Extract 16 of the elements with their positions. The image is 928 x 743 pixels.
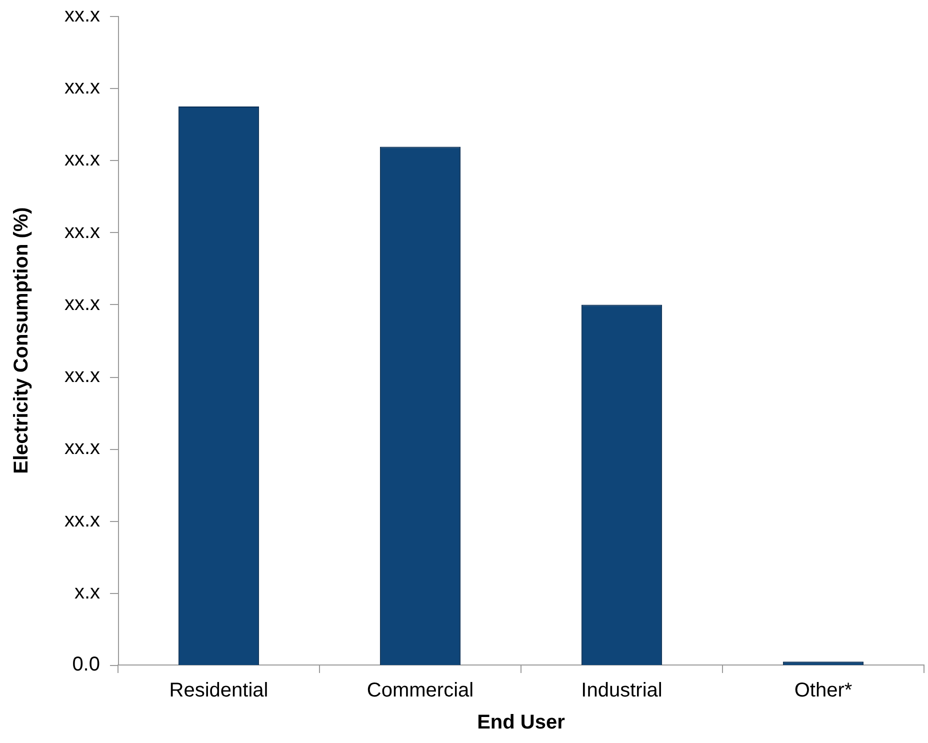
text: xx.x [64, 292, 100, 315]
text: xx.x [64, 4, 100, 27]
x-tick-label: Industrial [581, 680, 662, 702]
text: xx.x [64, 365, 100, 388]
text: 0.0 [72, 654, 100, 676]
x-tick-label: Other* [794, 680, 852, 702]
text: x.x [74, 581, 100, 604]
y-axis-title: Electricity Consumption (%) [10, 207, 33, 474]
x-tick-label: Residential [169, 680, 268, 702]
text: xx.x [64, 220, 100, 243]
text: xx.x [64, 76, 100, 99]
text: xx.x [64, 148, 100, 171]
text: xx.x [64, 509, 100, 532]
text: xx.x [64, 437, 100, 460]
x-axis-title: End User [477, 712, 566, 734]
x-tick-label: Commercial [366, 680, 474, 702]
